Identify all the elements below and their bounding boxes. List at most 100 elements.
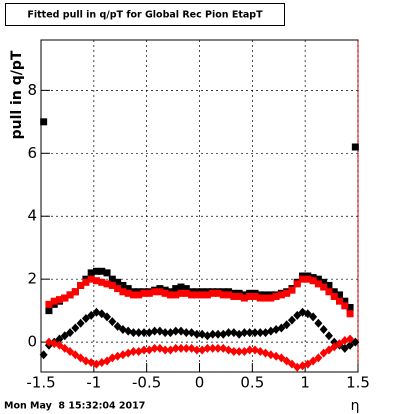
square-marker (330, 288, 338, 296)
square-marker (45, 307, 53, 315)
square-marker (129, 291, 137, 299)
square-marker (98, 278, 106, 286)
square-marker (304, 275, 312, 283)
diamond-marker (76, 353, 85, 363)
diamond-marker (319, 325, 328, 335)
square-marker (98, 267, 106, 275)
square-marker (135, 291, 143, 299)
square-marker (66, 291, 74, 299)
diamond-marker (245, 328, 254, 338)
square-marker (320, 278, 328, 286)
square-marker (182, 289, 190, 297)
x-tick-label: 1 (300, 374, 310, 392)
diamond-marker (171, 343, 180, 353)
diamond-marker (60, 331, 69, 341)
diamond-marker (203, 343, 212, 353)
square-marker (71, 288, 79, 296)
square-marker (188, 291, 196, 299)
y-tick-label: 4 (27, 207, 37, 225)
diamond-marker (330, 342, 339, 352)
diamond-marker (103, 312, 112, 322)
square-marker (87, 269, 95, 277)
diamond-marker (39, 350, 48, 360)
diamond-marker (240, 328, 249, 338)
square-marker (172, 291, 180, 299)
square-marker (145, 289, 153, 297)
square-marker (314, 280, 322, 288)
square-marker (336, 297, 344, 305)
diamond-marker (277, 353, 286, 363)
diamond-marker (55, 340, 64, 350)
square-marker (77, 281, 85, 289)
diamond-marker (97, 309, 106, 319)
diamond-marker (182, 343, 191, 353)
y-tick-label: 2 (27, 270, 37, 288)
diamond-marker (309, 312, 318, 322)
title-box (5, 3, 285, 26)
diamond-marker (129, 347, 138, 357)
square-marker (341, 302, 349, 310)
chart-title: Fitted pull in q/pT for Global Rec Pion … (27, 10, 263, 21)
diamond-marker (224, 328, 233, 338)
square-marker (240, 294, 248, 302)
square-marker (309, 277, 317, 285)
diamond-marker (150, 326, 159, 336)
square-marker (330, 292, 338, 300)
x-tick-label: 0 (195, 374, 205, 392)
square-marker (119, 288, 127, 296)
square-marker (140, 289, 148, 297)
diamond-marker (282, 356, 291, 366)
square-marker (182, 285, 190, 293)
square-marker (103, 280, 111, 288)
square-marker (336, 291, 344, 299)
diamond-marker (71, 350, 80, 360)
square-marker (325, 281, 333, 289)
diamond-marker (319, 348, 328, 358)
square-marker (283, 289, 291, 297)
diamond-marker (256, 328, 265, 338)
diamond-marker (250, 328, 259, 338)
diamond-marker (346, 334, 355, 344)
square-marker (193, 291, 201, 299)
square-marker (108, 275, 116, 283)
diamond-marker (314, 353, 323, 363)
diamond-marker (103, 356, 112, 366)
diamond-marker (303, 359, 312, 369)
diamond-marker (129, 328, 138, 338)
square-marker (351, 143, 359, 151)
diamond-marker (287, 315, 296, 325)
diamond-marker (81, 314, 90, 324)
square-marker (151, 288, 159, 296)
square-marker (346, 303, 354, 311)
diamond-marker (66, 347, 75, 357)
square-marker (214, 289, 222, 297)
square-marker (55, 296, 63, 304)
square-marker (314, 275, 322, 283)
x-axis-label: η (351, 398, 360, 414)
diamond-marker (108, 317, 117, 327)
square-marker (124, 285, 132, 293)
square-marker (251, 292, 259, 300)
square-marker (320, 283, 328, 291)
diamond-marker (282, 320, 291, 330)
square-marker (177, 283, 185, 291)
diamond-marker (140, 345, 149, 355)
square-marker (293, 280, 301, 288)
square-marker (209, 289, 217, 297)
diamond-marker (192, 329, 201, 339)
square-marker (172, 285, 180, 293)
square-marker (124, 289, 132, 297)
y-tick-label: 8 (27, 81, 37, 99)
diamond-marker (113, 321, 122, 331)
diamond-marker (182, 328, 191, 338)
diamond-marker (293, 310, 302, 320)
diamond-marker (66, 328, 75, 338)
diamond-marker (140, 328, 149, 338)
square-marker (156, 288, 164, 296)
diamond-marker (161, 328, 170, 338)
diamond-marker (346, 340, 355, 350)
square-marker (119, 281, 127, 289)
square-marker (87, 275, 95, 283)
diamond-marker (335, 339, 344, 349)
